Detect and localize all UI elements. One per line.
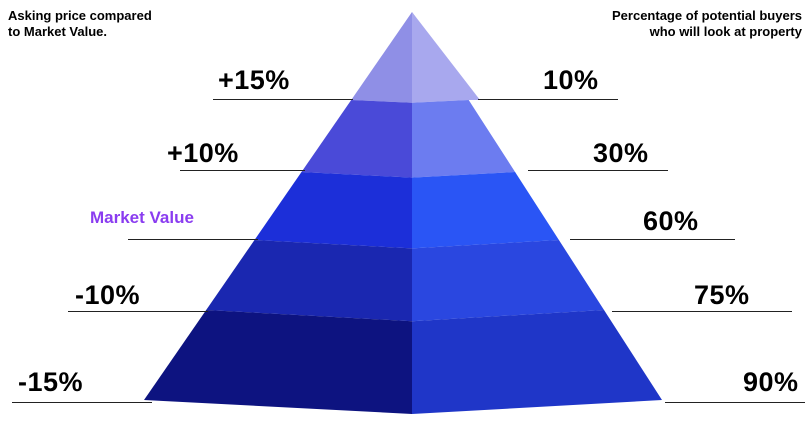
pyramid-tier-right-5 xyxy=(412,310,662,414)
buyers-leader-line-2 xyxy=(528,170,668,171)
left-heading: Asking price compared to Market Value. xyxy=(8,8,152,39)
buyers-label-60: 60% xyxy=(643,206,699,236)
price-leader-line-4 xyxy=(68,311,208,312)
price-leader-line-2 xyxy=(180,170,305,171)
price-label-minus-15: -15% xyxy=(18,367,84,397)
price-leader-line-5 xyxy=(12,402,152,403)
price-label-plus-15: +15% xyxy=(218,65,290,95)
price-label-plus-10: +10% xyxy=(167,138,239,168)
buyers-leader-line-5 xyxy=(665,402,805,403)
pyramid-tier-left-2 xyxy=(301,100,412,178)
right-heading: Percentage of potential buyers who will … xyxy=(612,8,802,39)
price-label-minus-10: -10% xyxy=(75,280,141,310)
price-label-market-value: Market Value xyxy=(90,208,194,227)
buyers-leader-line-4 xyxy=(612,311,792,312)
buyers-label-10: 10% xyxy=(543,65,599,95)
pyramid-tier-left-1 xyxy=(351,12,412,103)
buyers-leader-line-3 xyxy=(570,239,735,240)
pyramid-tier-left-5 xyxy=(144,310,412,414)
buyers-label-30: 30% xyxy=(593,138,649,168)
pyramid-tier-left-4 xyxy=(206,240,412,322)
pyramid-tier-right-4 xyxy=(412,240,605,322)
pyramid-tier-right-2 xyxy=(412,100,516,178)
buyers-leader-line-1 xyxy=(478,99,618,100)
pyramid-apex-right xyxy=(412,12,480,100)
pyramid-tier-right-3 xyxy=(412,172,559,249)
buyers-label-75: 75% xyxy=(694,280,750,310)
pyramid-tier-left-3 xyxy=(254,172,412,249)
price-leader-line-1 xyxy=(213,99,353,100)
price-leader-line-3 xyxy=(128,239,258,240)
buyers-label-90: 90% xyxy=(743,367,799,397)
